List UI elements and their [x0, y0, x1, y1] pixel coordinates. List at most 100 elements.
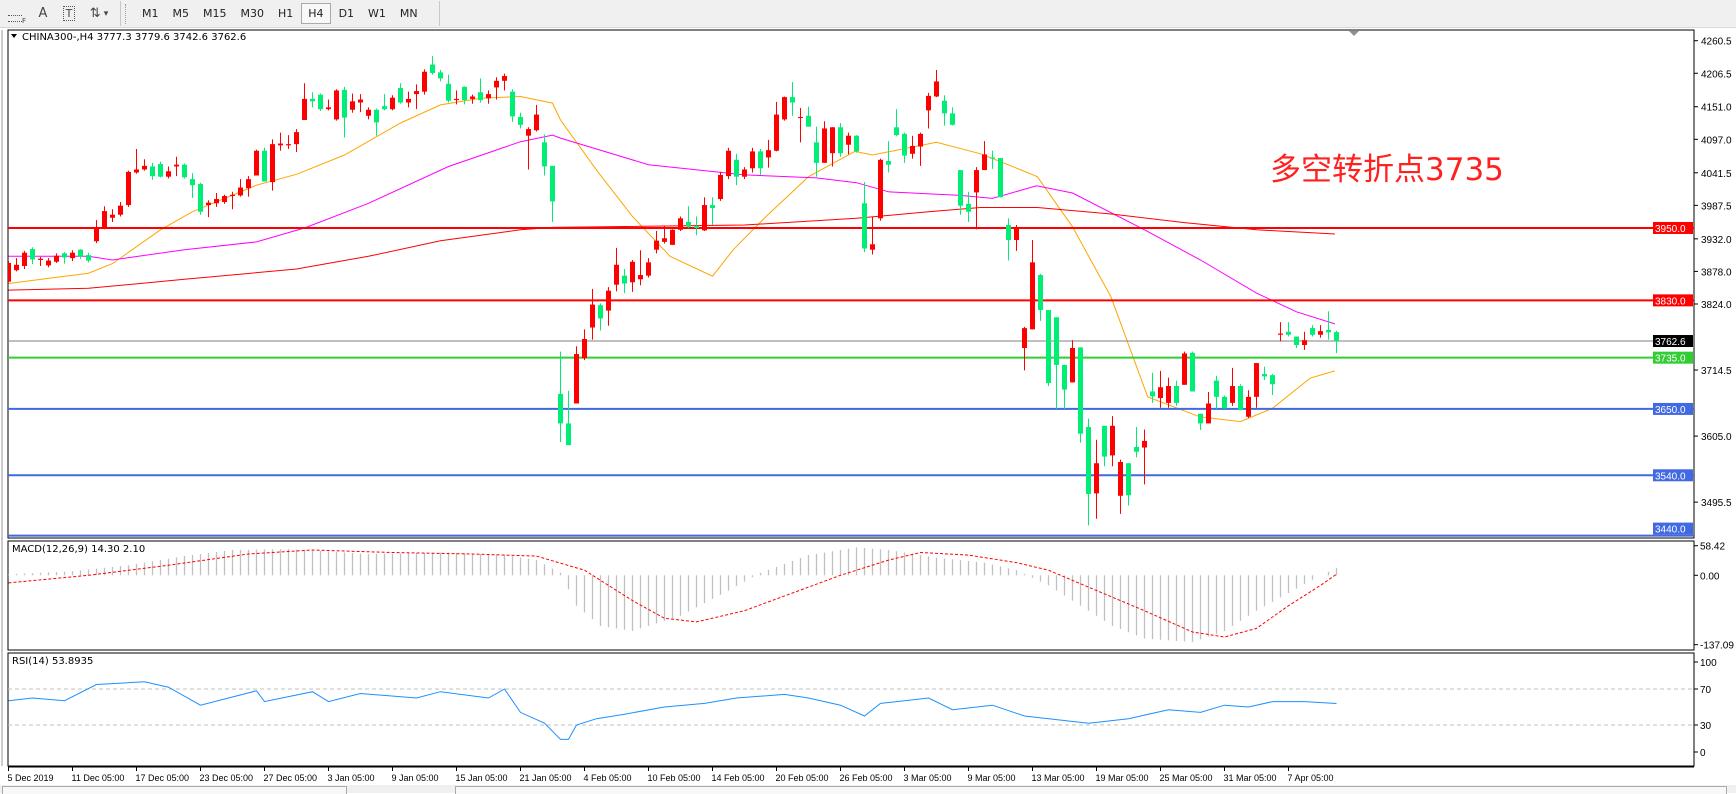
candle	[238, 179, 243, 197]
candle-body	[8, 262, 11, 282]
price-axis-label: 4151.0	[1701, 103, 1732, 114]
candle-body	[502, 75, 507, 81]
candle	[358, 94, 363, 113]
candle	[1198, 413, 1203, 431]
candle	[430, 56, 435, 75]
candle	[1206, 392, 1211, 424]
candle	[446, 74, 451, 103]
rsi-label: RSI(14) 53.8935	[12, 656, 93, 667]
grid-properties-icon[interactable]: F	[4, 3, 30, 25]
candle-body	[1310, 328, 1315, 335]
candle-body	[142, 165, 147, 170]
timeframe-h4[interactable]: H4	[301, 3, 331, 24]
candle	[822, 121, 827, 163]
time-axis-label: 7 Apr 05:00	[1288, 773, 1334, 783]
candle-body	[670, 229, 675, 245]
candle	[902, 132, 907, 163]
candle-body	[750, 151, 755, 169]
candle-body	[726, 150, 731, 177]
candle	[166, 166, 171, 179]
candle-body	[1006, 224, 1011, 241]
candle-body	[198, 183, 203, 212]
candle	[454, 90, 459, 105]
candle-body	[238, 187, 243, 196]
candle-body	[654, 240, 659, 250]
candle-body	[598, 305, 603, 319]
candle	[366, 107, 371, 120]
candle	[270, 139, 275, 191]
timeframe-m5[interactable]: M5	[172, 7, 190, 20]
rsi-axis-label: 70	[1700, 685, 1712, 696]
macd-axis-label: 58.42	[1700, 542, 1725, 553]
candle	[1134, 427, 1139, 458]
chart-shift-marker	[1349, 31, 1359, 36]
candle	[766, 139, 771, 168]
candle-body	[1230, 386, 1235, 403]
toolbar-grip[interactable]	[125, 3, 129, 24]
price-axis-label: 3932.0	[1701, 235, 1732, 246]
moving-average-line-0	[8, 95, 1336, 423]
chart-tab[interactable]	[2, 786, 347, 794]
arrows-dropdown-icon[interactable]: ⇅ ▾	[89, 6, 109, 21]
candle-body	[470, 96, 475, 99]
time-axis-label: 20 Feb 05:00	[776, 773, 829, 783]
timeframe-d1[interactable]: D1	[338, 7, 355, 20]
candle	[886, 141, 891, 173]
candle	[926, 92, 931, 129]
candle	[1014, 224, 1019, 251]
candle-body	[286, 144, 291, 146]
time-axis-label: 4 Feb 05:00	[584, 773, 632, 783]
candle	[550, 165, 555, 222]
candle	[382, 94, 387, 111]
candle	[534, 104, 539, 132]
candle	[1230, 367, 1235, 406]
candle	[54, 253, 59, 263]
candle-body	[182, 164, 187, 178]
candle	[342, 86, 347, 138]
candle	[1246, 390, 1251, 418]
chart-tab[interactable]	[455, 786, 1727, 794]
candle	[222, 194, 227, 204]
candle-body	[926, 95, 931, 111]
text-label-icon[interactable]: T	[56, 3, 82, 25]
candle-body	[374, 109, 379, 123]
candle-body	[1294, 336, 1299, 345]
candle	[718, 171, 723, 201]
candle	[1262, 366, 1267, 380]
candle-body	[894, 127, 899, 136]
macd-label: MACD(12,26,9) 14.30 2.10	[12, 544, 145, 555]
candle-body	[1334, 332, 1339, 342]
timeframe-m15[interactable]: M15	[203, 7, 227, 20]
candle-body	[958, 170, 963, 206]
timeframe-w1[interactable]: W1	[368, 7, 386, 20]
candle	[486, 90, 491, 104]
candle-body	[966, 203, 971, 212]
timeframe-h1[interactable]: H1	[278, 7, 294, 20]
candle	[150, 162, 155, 180]
time-axis-label: 19 Mar 05:00	[1096, 773, 1149, 783]
timeframe-mn[interactable]: MN	[399, 7, 418, 20]
candle	[462, 86, 467, 105]
price-axis-label: 3495.5	[1701, 498, 1732, 509]
candle	[1278, 322, 1283, 342]
main-plot	[8, 56, 1694, 537]
candle	[62, 252, 67, 264]
candle-body	[382, 106, 387, 110]
timeframe-m1[interactable]: M1	[142, 7, 159, 20]
candle-body	[278, 143, 283, 146]
price-axis-label: 4260.5	[1701, 37, 1732, 48]
text-icon[interactable]: A	[30, 3, 56, 25]
price-level-label: 3650.0	[1655, 405, 1686, 416]
candle-body	[422, 71, 427, 92]
candle	[1334, 330, 1339, 354]
price-axis-label: 3605.0	[1701, 432, 1732, 443]
chart-menu-triangle-icon	[11, 34, 17, 38]
candle	[262, 147, 267, 182]
candle-body	[886, 161, 891, 165]
rsi-plot	[8, 681, 1694, 740]
timeframe-m30[interactable]: M30	[240, 7, 265, 20]
price-level-tag	[1653, 469, 1693, 482]
candle-body	[1318, 331, 1323, 335]
time-axis-label: 26 Feb 05:00	[840, 773, 893, 783]
